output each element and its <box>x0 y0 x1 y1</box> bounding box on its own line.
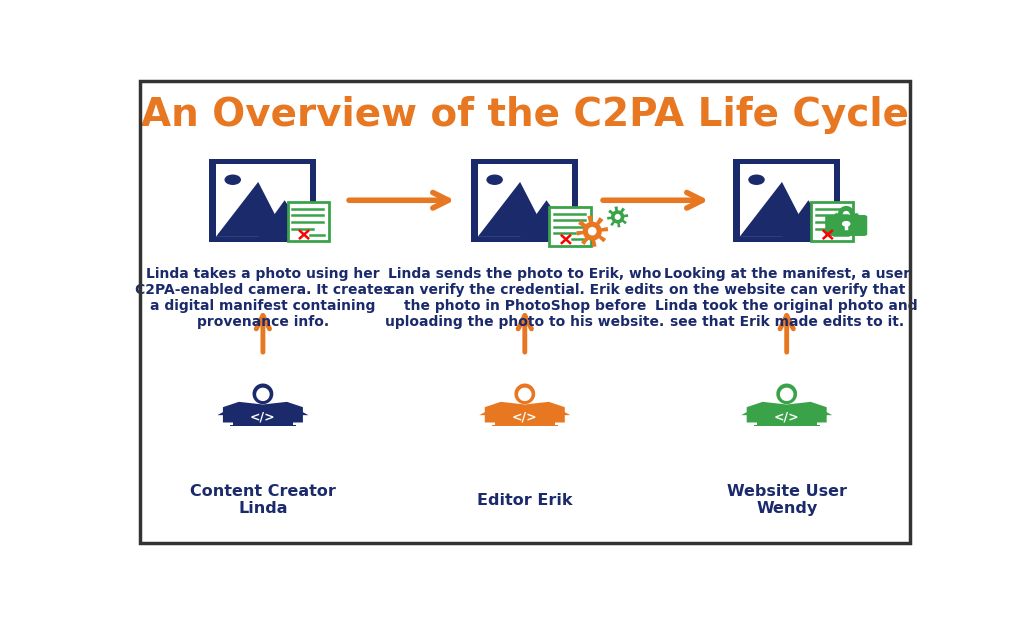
Polygon shape <box>607 206 628 227</box>
Polygon shape <box>514 384 536 404</box>
FancyBboxPatch shape <box>477 164 572 237</box>
Text: An Overview of the C2PA Life Cycle: An Overview of the C2PA Life Cycle <box>140 96 909 133</box>
FancyBboxPatch shape <box>232 410 293 425</box>
Circle shape <box>487 176 502 184</box>
Circle shape <box>843 222 850 226</box>
Polygon shape <box>256 387 269 401</box>
FancyBboxPatch shape <box>754 425 819 426</box>
Text: Editor Erik: Editor Erik <box>477 493 572 507</box>
Polygon shape <box>780 387 794 401</box>
FancyBboxPatch shape <box>550 207 591 246</box>
Polygon shape <box>223 402 303 423</box>
Circle shape <box>749 176 764 184</box>
Polygon shape <box>217 406 242 415</box>
FancyBboxPatch shape <box>811 202 853 241</box>
Text: Looking at the manifest, a user
on the website can verify that
Linda took the or: Looking at the manifest, a user on the w… <box>655 267 918 329</box>
Polygon shape <box>216 182 287 237</box>
Polygon shape <box>808 406 833 415</box>
FancyBboxPatch shape <box>209 159 316 242</box>
Polygon shape <box>546 406 570 415</box>
Polygon shape <box>741 406 765 415</box>
Polygon shape <box>518 387 531 401</box>
Polygon shape <box>484 402 565 423</box>
FancyBboxPatch shape <box>216 164 310 237</box>
FancyBboxPatch shape <box>471 159 579 242</box>
Text: Linda sends the photo to Erik, who
can verify the credential. Erik edits
the pho: Linda sends the photo to Erik, who can v… <box>385 267 665 329</box>
Polygon shape <box>258 200 310 237</box>
Polygon shape <box>776 384 797 404</box>
Polygon shape <box>739 182 810 237</box>
FancyBboxPatch shape <box>825 215 867 236</box>
Text: </>: </> <box>250 411 275 424</box>
FancyBboxPatch shape <box>492 425 558 426</box>
Polygon shape <box>614 214 621 220</box>
FancyBboxPatch shape <box>495 410 555 425</box>
Polygon shape <box>520 200 572 237</box>
Text: </>: </> <box>512 411 538 424</box>
Text: </>: </> <box>774 411 800 424</box>
Polygon shape <box>577 216 608 247</box>
Polygon shape <box>782 200 834 237</box>
Polygon shape <box>253 384 273 404</box>
Polygon shape <box>479 406 504 415</box>
FancyBboxPatch shape <box>757 410 817 425</box>
Polygon shape <box>588 227 597 235</box>
Text: Website User
Wendy: Website User Wendy <box>727 484 847 516</box>
FancyBboxPatch shape <box>733 159 841 242</box>
Polygon shape <box>285 406 308 415</box>
FancyBboxPatch shape <box>739 164 834 237</box>
Text: Content Creator
Linda: Content Creator Linda <box>190 484 336 516</box>
FancyBboxPatch shape <box>230 425 296 426</box>
Polygon shape <box>746 402 826 423</box>
Circle shape <box>225 176 241 184</box>
Text: Linda takes a photo using her
C2PA-enabled camera. It creates
a digital manifest: Linda takes a photo using her C2PA-enabl… <box>135 267 391 329</box>
FancyBboxPatch shape <box>288 202 329 241</box>
Polygon shape <box>477 182 549 237</box>
